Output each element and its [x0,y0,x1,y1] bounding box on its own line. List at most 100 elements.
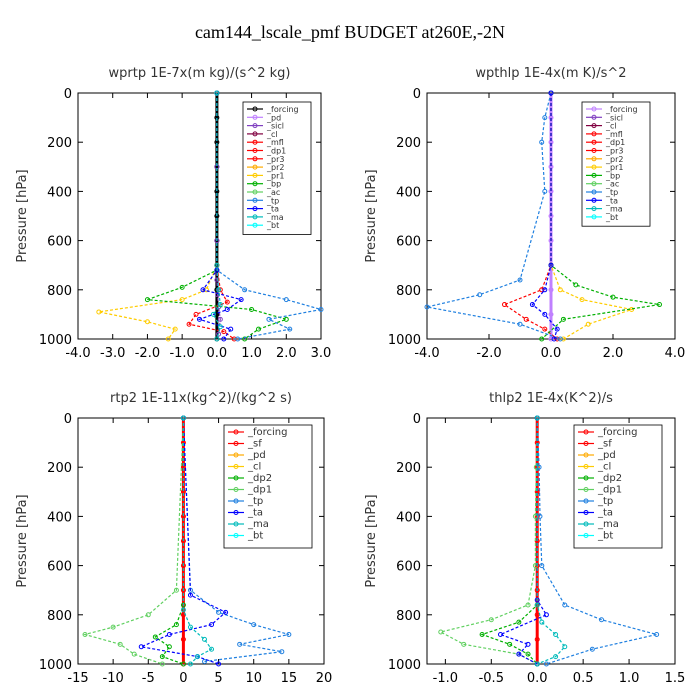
data-point [542,115,548,121]
legend-marker [252,131,258,137]
data-point [557,287,563,293]
legend-label: _ma [266,213,284,222]
x-tick-label: -5 [142,671,155,686]
y-tick-label: 0 [64,87,72,102]
legend-label: _pr3 [266,155,284,164]
data-point [525,651,531,657]
y-tick-label: 200 [396,461,421,476]
y-axis-label: Pressure [hPa] [15,169,30,262]
y-tick-label: 400 [396,185,421,200]
series-line-dp2 [480,418,538,665]
y-tick-label: 600 [396,235,421,250]
data-point [144,319,150,325]
data-point [179,284,185,290]
legend-marker [233,429,239,435]
y-axis-label: Pressure [hPa] [15,494,30,587]
legend-marker [591,206,597,212]
y-tick-label: 1000 [39,658,72,673]
data-point [534,602,540,608]
legend-marker [591,197,597,203]
legend-label: _ta [605,196,618,205]
legend-label: _cl [247,462,261,473]
legend-marker [583,452,589,458]
series-line-tp [426,92,561,340]
data-point [216,609,222,615]
legend-box [573,424,663,549]
x-tick-label: 1.0 [241,346,262,361]
x-tick-label: 2.0 [276,346,297,361]
data-point [279,649,285,655]
legend-label: _dp2 [597,473,622,484]
data-point [180,661,186,667]
chart-panel-4: thlp2 1E-4x(K^2)/s Pressure [hPa] 0 200 400 6… [364,391,685,686]
y-tick-label: 600 [47,235,72,250]
data-point [438,629,444,635]
data-point [548,336,554,342]
series-line-tp [536,417,657,665]
y-tick-label: 400 [47,510,72,525]
data-point [187,661,193,667]
plot-frame [426,417,676,665]
legend-marker [233,464,239,469]
data-point [202,636,208,642]
data-point [562,602,568,608]
legend-marker [583,533,589,538]
legend-label: _sf [247,439,262,450]
legend-marker [233,521,239,527]
legend-marker [252,214,258,220]
data-point [256,326,262,332]
chart-panel-3: rtp2 1E-11x(kg^2)/(kg^2 s) Pressure [hPa]… [15,391,332,686]
data-point [144,297,150,303]
legend-box [581,101,651,227]
y-tick-label: 400 [396,510,421,525]
data-point [283,297,289,303]
x-tick-label: -4.0 [65,346,90,361]
data-point [553,654,559,660]
legend-label: _cl [266,130,278,139]
series-line-dp1 [188,93,235,340]
legend-label: _pr2 [605,155,623,164]
data-point [159,661,165,667]
legend-marker [591,189,597,195]
legend-marker [252,123,258,129]
data-point [249,306,255,312]
legend-label: _sicl [266,122,284,131]
legend-marker [591,139,597,145]
data-point [221,329,227,335]
legend-marker [252,139,258,145]
chart-panel-2: wpthlp 1E-4x(m K)/s^2 Pressure [hPa] 0 200 4… [364,66,685,361]
legend-marker [583,487,589,492]
legend-marker [583,510,589,515]
x-tick-label: -1.0 [169,346,194,361]
data-point [560,316,566,322]
data-point [200,287,206,293]
legend-label: _pr3 [605,147,623,156]
series-line-ta [531,93,558,340]
x-tick-label: 20 [316,671,333,686]
legend-marker [252,148,258,153]
data-point [180,602,186,608]
data-point [539,563,545,569]
x-tick-label: -2.0 [135,346,160,361]
chart-title: wpthlp 1E-4x(m K)/s^2 [475,66,626,81]
x-tick-label: 0.0 [541,346,562,361]
x-tick-label: -2.0 [476,346,501,361]
data-point [536,464,542,470]
legend-marker [591,156,597,162]
y-tick-label: 1000 [388,658,421,673]
data-point [193,311,199,317]
legend-label: _mfl [605,130,623,139]
data-point [179,297,185,303]
data-point [216,661,222,667]
x-tick-label: 10 [245,671,262,686]
y-axis-label: Pressure [hPa] [364,494,379,587]
legend-marker [233,510,239,515]
y-tick-label: 600 [47,560,72,575]
data-point [138,644,144,650]
legend-marker [252,164,258,170]
data-point [534,661,540,667]
data-point [186,321,192,327]
legend-label: _dp1 [266,147,286,156]
legend-label: _pd [597,450,616,461]
